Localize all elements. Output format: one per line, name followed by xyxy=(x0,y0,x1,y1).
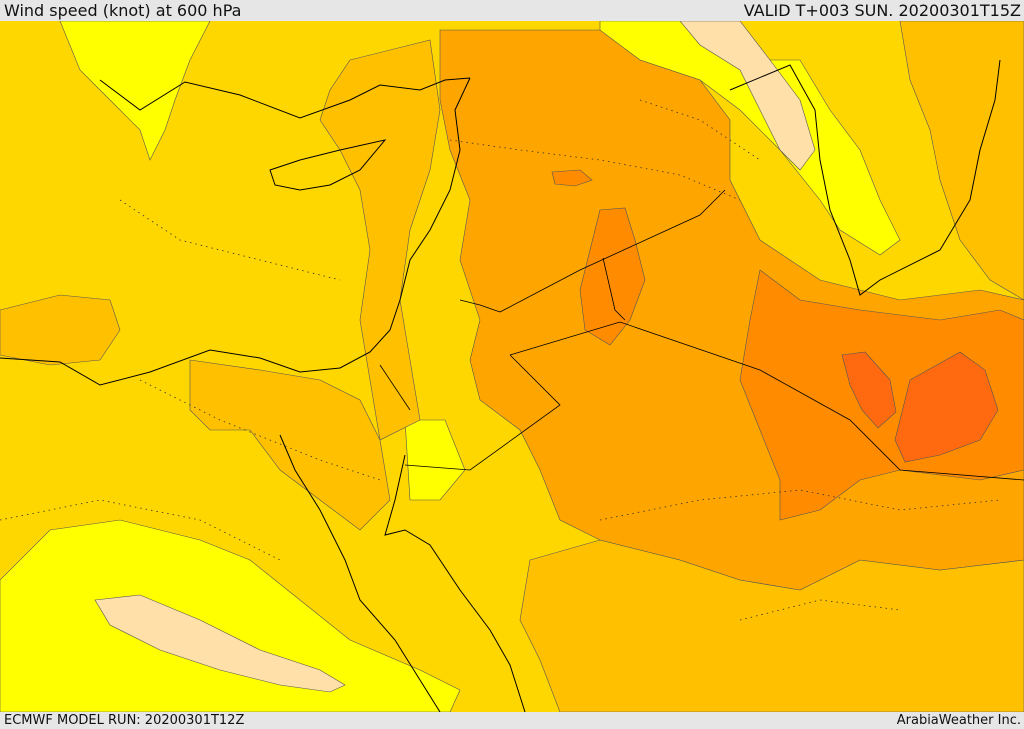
isotach-dotted-1 xyxy=(449,139,741,201)
zone-amber-sinai xyxy=(189,359,391,531)
header-bar: Wind speed (knot) at 600 hPa VALID T+003… xyxy=(0,0,1024,21)
wind-speed-map xyxy=(0,21,1024,712)
zone-red-orange-2 xyxy=(841,351,897,429)
coastline-aqaba xyxy=(384,454,526,712)
border-lines xyxy=(379,189,1024,481)
zone-yellow-sw xyxy=(0,519,461,712)
zone-amber-west xyxy=(0,294,121,366)
zone-red-orange-1 xyxy=(894,351,999,463)
coastline-gulf xyxy=(729,59,1001,296)
zone-pale-sw xyxy=(94,594,346,693)
zone-dark-orange-small xyxy=(551,169,593,187)
map-title: Wind speed (knot) at 600 hPa xyxy=(4,1,242,20)
zone-pale-ne xyxy=(679,21,816,171)
model-run: ECMWF MODEL RUN: 20200301T12Z xyxy=(4,713,245,728)
credit-text: ArabiaWeather Inc. xyxy=(896,713,1021,728)
coastline-levant-egypt xyxy=(0,77,471,386)
zone-amber-east xyxy=(899,21,1024,301)
coastline-red-sea xyxy=(279,434,441,712)
valid-time: VALID T+003 SUN. 20200301T15Z xyxy=(743,1,1021,20)
isotach-dotted-4 xyxy=(119,99,761,281)
zone-yellow-nw xyxy=(59,21,211,161)
coastline-turkey xyxy=(99,77,471,119)
coastline-cyprus xyxy=(269,139,387,191)
zone-yellow-mid xyxy=(404,419,466,501)
zone-dark-orange-iraq xyxy=(579,207,646,346)
footer-bar: ECMWF MODEL RUN: 20200301T12Z ArabiaWeat… xyxy=(0,712,1024,729)
isotach-dotted-2 xyxy=(0,379,381,561)
